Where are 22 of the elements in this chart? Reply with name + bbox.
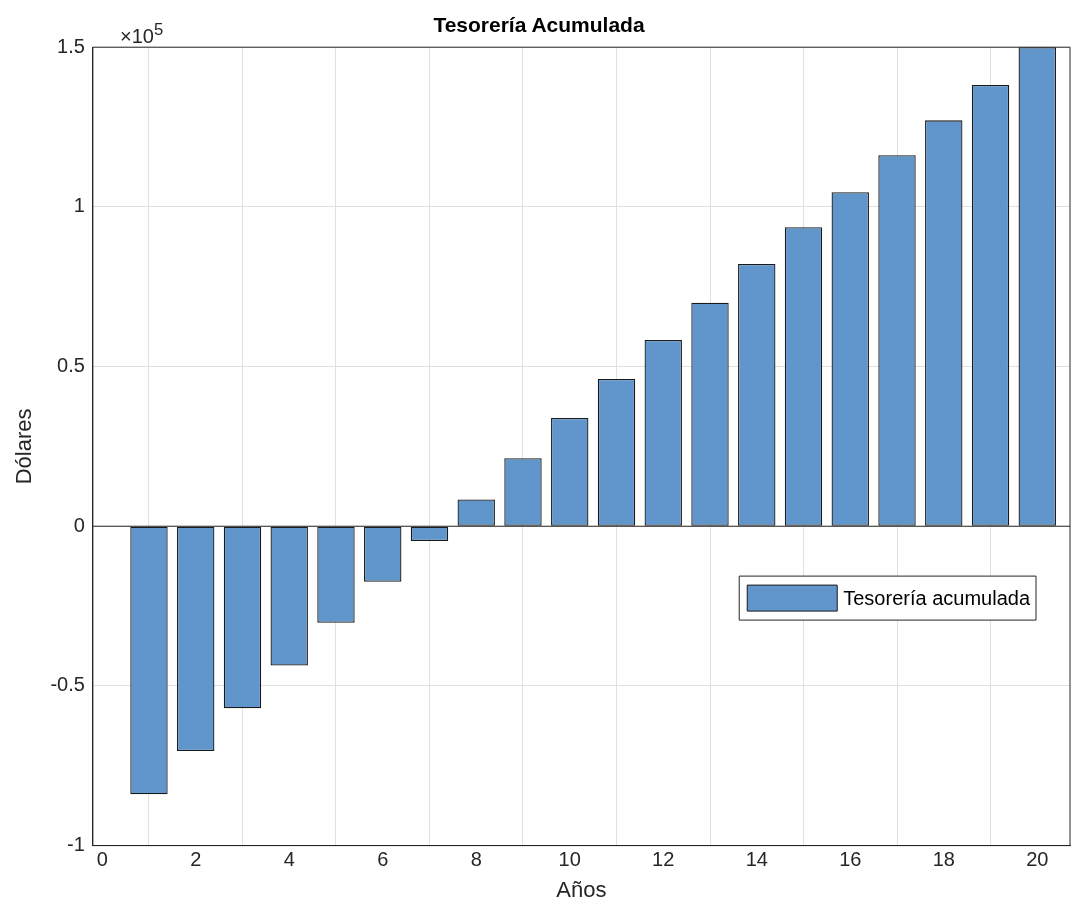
- x-tick-label: 18: [932, 848, 955, 871]
- x-tick-label: 10: [558, 848, 581, 871]
- x-tick-label: 16: [839, 848, 862, 871]
- y-tick-label: 1.5: [57, 34, 85, 57]
- y-tick-label: 0: [73, 513, 85, 536]
- x-tick-label: 4: [283, 848, 295, 871]
- chart-title: Tesorería Acumulada: [433, 13, 645, 37]
- x-tick-label: 20: [1026, 848, 1049, 871]
- x-tick-label: 14: [745, 848, 768, 871]
- y-tick-label: -0.5: [50, 673, 85, 696]
- x-tick-label: 12: [652, 848, 675, 871]
- y-tick-label: -1: [67, 833, 85, 856]
- x-tick-label: 8: [470, 848, 482, 871]
- legend-label: Tesorería acumulada: [843, 586, 1031, 609]
- x-axis-title: Años: [556, 876, 607, 902]
- x-tick-label: 0: [96, 848, 108, 871]
- y-tick-label: 0.5: [57, 354, 85, 377]
- y-tick-label: 1: [73, 194, 85, 217]
- x-tick-label: 6: [377, 848, 389, 871]
- x-tick-label: 2: [190, 848, 202, 871]
- y-axis-title: Dólares: [11, 408, 37, 485]
- text: ×10$^{5}$: [120, 20, 164, 48]
